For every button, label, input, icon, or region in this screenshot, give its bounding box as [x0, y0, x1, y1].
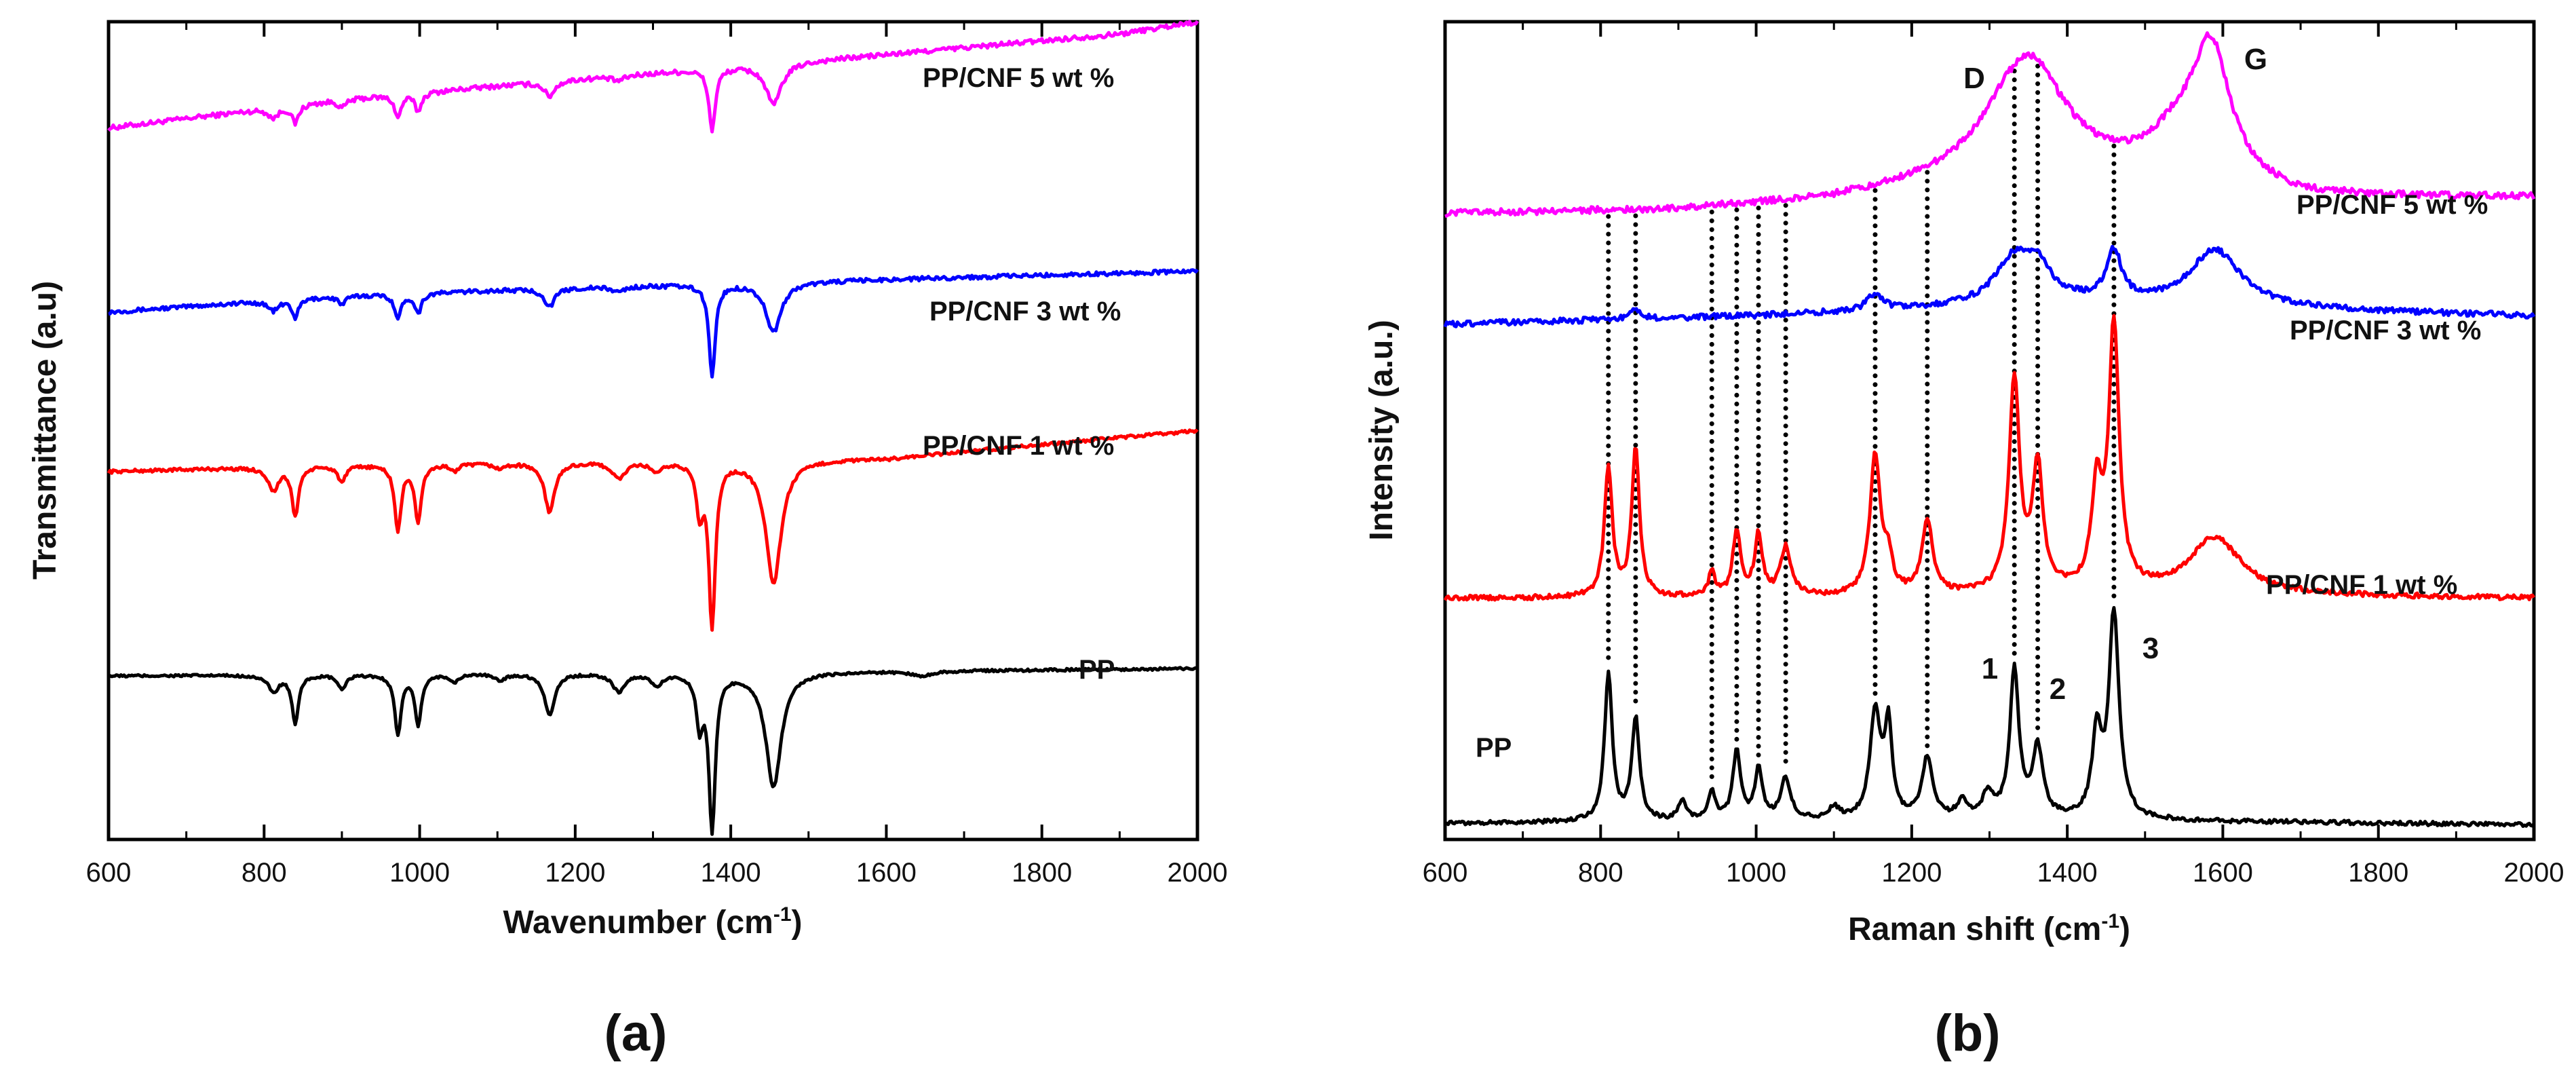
series-line-pp: [1444, 606, 2536, 828]
series-label-pp-cnf-1-wt: PP/CNF 1 wt %: [923, 431, 1114, 461]
panel-a: 600 800 1000 1200 1400 1600 1800 2000 PP/CNF 5 …: [27, 20, 1228, 1062]
panel-b-x-axis-title: Raman shift (cm-1): [1848, 910, 2130, 947]
panel-b: 600 800 1000 1200 1400 1600 1800 2000 PP/CNF 5 …: [1364, 20, 2564, 1062]
panel-a-series: [107, 20, 1199, 836]
series-line-pp-cnf-3-wt: [108, 268, 1199, 379]
series-line-pp-cnf-3-wt: [1443, 244, 2536, 328]
x-tick-label-1400: 1400: [701, 858, 761, 888]
panel-b-series: [1443, 31, 2536, 828]
panel-a-x-axis-title: Wavenumber (cm-1): [503, 903, 803, 941]
x-tick-label-2000: 2000: [2504, 858, 2564, 888]
x-tick-label-1800: 1800: [2348, 858, 2408, 888]
x-tick-label-1000: 1000: [1726, 858, 1786, 888]
panel-a-label: (a): [604, 1004, 668, 1062]
series-label-pp: PP: [1476, 733, 1512, 763]
series-label-pp-cnf-1-wt: PP/CNF 1 wt %: [2266, 570, 2457, 600]
x-tick-label-800: 800: [1578, 858, 1623, 888]
x-tick-label-1600: 1600: [856, 858, 917, 888]
annotation-d-band: D: [1963, 62, 1985, 95]
x-tick-label-1400: 1400: [2037, 858, 2098, 888]
x-tick-label-1800: 1800: [1012, 858, 1072, 888]
series-line-pp-cnf-5-wt: [1444, 31, 2536, 219]
series-label-pp-cnf-3-wt: PP/CNF 3 wt %: [929, 297, 1121, 326]
annotation-peak-1: 1: [1982, 652, 1998, 685]
annotation-peak-2: 2: [2050, 673, 2066, 706]
x-tick-label-800: 800: [242, 858, 287, 888]
x-tick-label-600: 600: [86, 858, 132, 888]
x-tick-label-600: 600: [1423, 858, 1468, 888]
annotation-g-band: G: [2244, 43, 2267, 76]
series-line-pp-cnf-5-wt: [107, 20, 1199, 134]
series-line-pp-cnf-1-wt: [107, 428, 1199, 632]
panel-b-plot-frame: [1443, 20, 2536, 842]
panel-a-y-axis-title: Transmittance (a.u): [27, 281, 63, 580]
panel-b-x-ticks: 600 800 1000 1200 1400 1600 1800 2000: [1423, 22, 2564, 888]
annotation-peak-3: 3: [2142, 632, 2159, 665]
x-tick-label-1200: 1200: [1881, 858, 1942, 888]
panel-b-series-labels: PP/CNF 5 wt % PP/CNF 3 wt % PP/CNF 1 wt % P…: [1476, 190, 2488, 763]
panel-b-label: (b): [1934, 1004, 2000, 1062]
panel-b-dotted-peak-lines: [1606, 63, 2117, 785]
panel-a-series-labels: PP/CNF 5 wt % PP/CNF 3 wt % PP/CNF 1 wt % P…: [923, 63, 1121, 685]
x-tick-label-1000: 1000: [389, 858, 450, 888]
x-tick-label-1200: 1200: [545, 858, 605, 888]
series-label-pp-cnf-5-wt: PP/CNF 5 wt %: [923, 63, 1114, 93]
panel-a-x-ticks: 600 800 1000 1200 1400 1600 1800 2000: [86, 22, 1228, 888]
series-label-pp: PP: [1079, 655, 1115, 685]
x-tick-label-1600: 1600: [2193, 858, 2253, 888]
x-tick-label-2000: 2000: [1168, 858, 1228, 888]
panel-b-y-axis-title: Intensity (a.u.): [1364, 320, 1400, 540]
series-label-pp-cnf-3-wt: PP/CNF 3 wt %: [2290, 316, 2481, 345]
series-label-pp-cnf-5-wt: PP/CNF 5 wt %: [2296, 190, 2488, 220]
series-line-pp-cnf-1-wt: [1443, 314, 2536, 602]
series-line-pp: [107, 666, 1199, 836]
